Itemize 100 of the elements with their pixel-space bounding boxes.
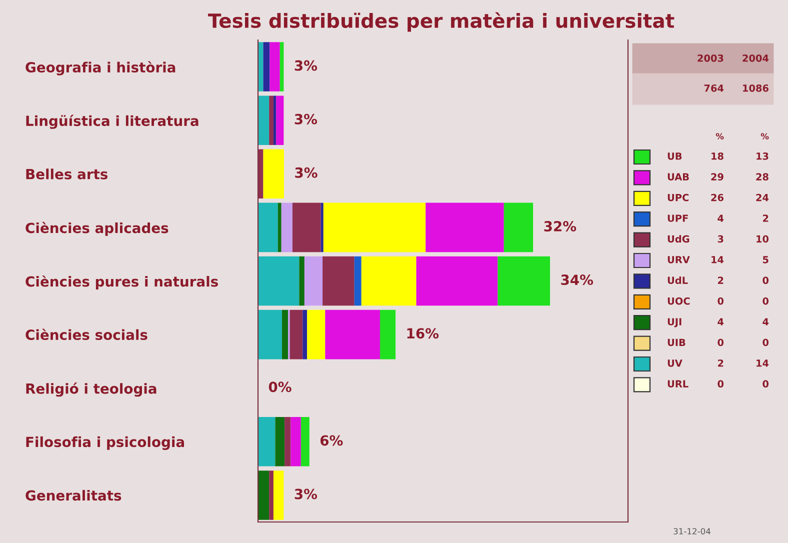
data-label: 4	[762, 318, 769, 326]
bar	[263, 149, 284, 199]
annotation: 32%	[544, 220, 576, 232]
bar	[280, 42, 284, 92]
text: 2004	[742, 54, 769, 62]
bar	[258, 42, 264, 92]
text: 2003	[698, 54, 724, 62]
bar	[278, 202, 282, 252]
y-tick-label: Ciències aplicades	[26, 222, 168, 236]
category-label: UdG	[668, 235, 690, 243]
bar	[320, 202, 324, 252]
bar	[258, 202, 278, 252]
data-label: 0	[762, 338, 769, 346]
data-label: 5	[762, 256, 768, 264]
bar	[258, 417, 276, 466]
bar	[426, 202, 504, 252]
data-label: 14	[712, 256, 724, 264]
data-label: 2	[718, 359, 724, 367]
data-label: 4	[718, 318, 724, 326]
category-label: UPF	[668, 214, 688, 222]
bar	[263, 42, 270, 92]
bar	[361, 256, 416, 306]
data-label: 13	[756, 152, 768, 160]
data-label: 0	[718, 338, 724, 346]
category-label: UOC	[668, 297, 690, 305]
bar	[275, 417, 285, 466]
bar	[269, 96, 274, 145]
bar	[281, 202, 292, 252]
text: 764	[704, 84, 724, 92]
bar	[284, 417, 291, 466]
category-label: URL	[668, 380, 688, 388]
bar	[292, 202, 321, 252]
data-label: 0	[762, 276, 769, 284]
category-label: UAB	[668, 173, 689, 181]
category-label: UJI	[668, 318, 682, 328]
bar	[498, 256, 550, 306]
bar	[258, 256, 300, 306]
data-label: 0	[762, 297, 769, 305]
bar	[290, 310, 303, 360]
data-label: 0	[718, 380, 724, 388]
data-label: 0	[718, 297, 724, 305]
data-label: 28	[756, 173, 768, 181]
bar	[354, 256, 362, 306]
bar	[276, 96, 284, 145]
bar	[416, 256, 498, 306]
data-label: 2	[763, 214, 768, 222]
y-tick-label: Filosofia i psicologia	[26, 436, 184, 450]
chart-title: Tesis distribuïdes per matèria i universitat	[208, 12, 674, 32]
data-label: 29	[711, 173, 724, 181]
bar	[273, 96, 276, 145]
data-label: 14	[756, 360, 769, 367]
bar	[304, 256, 323, 306]
bar	[290, 417, 301, 466]
text: 1086	[743, 84, 768, 92]
y-tick-label: Ciències socials	[26, 328, 148, 340]
text: 31-12-04	[674, 528, 710, 534]
data-label: 24	[756, 194, 769, 202]
bar	[300, 417, 310, 466]
category-label: UPC	[668, 194, 689, 202]
bar	[269, 470, 274, 520]
y-tick-label: Lingüística i literatura	[26, 114, 198, 129]
bar	[302, 310, 308, 360]
data-label: 18	[712, 152, 724, 160]
bar	[325, 310, 380, 360]
bar	[504, 202, 534, 252]
bar	[258, 96, 270, 145]
data-label: 2	[718, 276, 724, 284]
category-label: URV	[668, 256, 690, 264]
text: %	[760, 133, 769, 140]
annotation: 16%	[407, 328, 439, 339]
bar	[258, 470, 270, 520]
data-label: 3	[718, 235, 724, 243]
y-tick-label: Ciències pures i naturals	[26, 275, 218, 290]
text: %	[716, 133, 724, 140]
bar	[273, 470, 284, 520]
y-tick-label: Belles arts	[26, 168, 108, 180]
annotation: 3%	[294, 60, 318, 71]
y-tick-label: Religió i teologia	[26, 382, 156, 397]
bar	[380, 310, 396, 360]
bar	[258, 149, 264, 199]
category-label: UB	[668, 152, 682, 160]
bar	[270, 42, 280, 92]
bar	[322, 256, 354, 306]
bar	[258, 310, 282, 360]
data-label: 26	[711, 194, 724, 202]
annotation: 0%	[268, 382, 292, 392]
bar	[299, 256, 304, 306]
category-label: UV	[668, 360, 682, 367]
annotation: 3%	[295, 167, 318, 178]
y-tick-label: Geografia i història	[26, 61, 176, 76]
bar	[307, 310, 326, 360]
bar	[282, 310, 288, 360]
category-label: UdL	[668, 276, 688, 284]
data-label: 0	[762, 380, 769, 388]
category-label: UIB	[668, 338, 686, 346]
data-label: 10	[756, 235, 769, 243]
annotation: 3%	[294, 114, 318, 124]
annotation: 3%	[294, 488, 318, 500]
data-label: 4	[718, 214, 724, 222]
y-tick-label: Generalitats	[26, 490, 122, 501]
